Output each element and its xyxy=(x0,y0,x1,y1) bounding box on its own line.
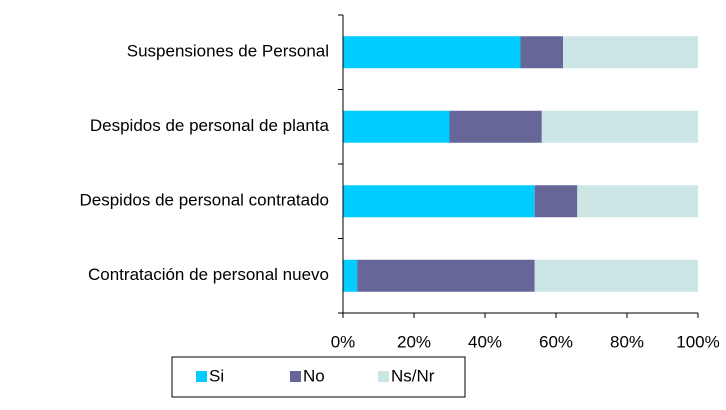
bar-segment xyxy=(343,185,535,218)
legend-swatch xyxy=(378,371,389,382)
x-tick-label: 80% xyxy=(610,332,644,351)
legend-label: Si xyxy=(209,366,224,385)
y-tick-label: Despidos de personal contratado xyxy=(80,191,330,210)
bar-segment xyxy=(343,259,358,292)
bar-segment xyxy=(357,259,535,292)
bar-segment xyxy=(343,110,450,143)
bar-segment xyxy=(343,36,521,69)
y-tick-label: Despidos de personal de planta xyxy=(90,116,330,135)
bar-segment xyxy=(534,185,578,218)
y-tick-label: Contratación de personal nuevo xyxy=(88,265,329,284)
legend-label: Ns/Nr xyxy=(391,366,435,385)
legend-swatch xyxy=(196,371,207,382)
x-tick-label: 20% xyxy=(397,332,431,351)
legend-label: No xyxy=(303,366,325,385)
bar-segment xyxy=(449,110,542,143)
x-tick-label: 0% xyxy=(331,332,356,351)
bar-segment xyxy=(534,259,698,292)
bar-segment xyxy=(563,36,698,69)
y-tick-label: Suspensiones de Personal xyxy=(127,42,329,61)
bar-segment xyxy=(520,36,564,69)
legend-box xyxy=(171,356,466,398)
bar-segment xyxy=(541,110,698,143)
x-tick-label: 60% xyxy=(539,332,573,351)
legend-swatch xyxy=(290,371,301,382)
bar-segment xyxy=(577,185,698,218)
x-tick-label: 100% xyxy=(676,332,719,351)
x-tick-label: 40% xyxy=(468,332,502,351)
